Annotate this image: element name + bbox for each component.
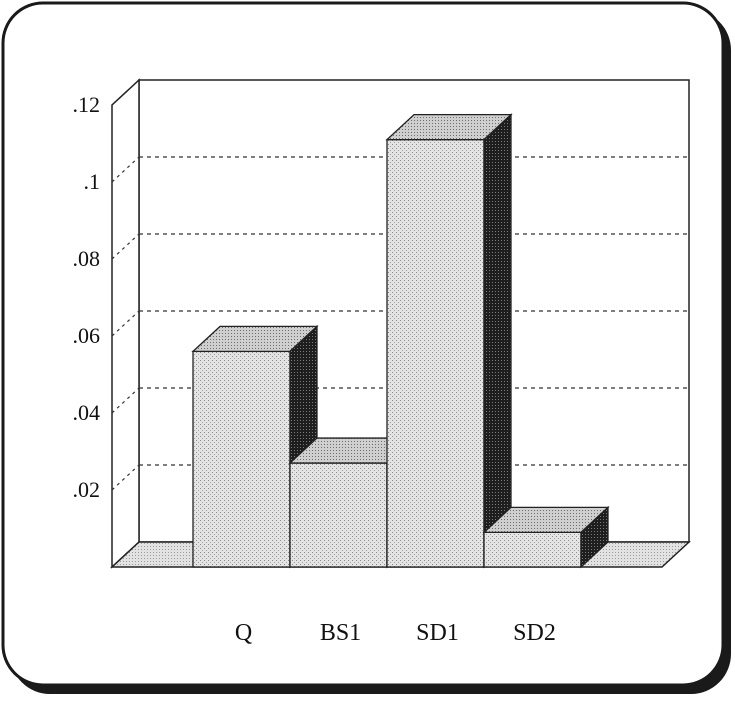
x-category-label: BS1 xyxy=(320,620,361,646)
bar-front xyxy=(289,462,388,568)
x-category-label: SD2 xyxy=(513,620,556,646)
y-tick-label: .12 xyxy=(73,92,101,117)
bar-front xyxy=(192,350,291,568)
x-axis-categories: Q BS1 SD1 SD2 xyxy=(235,620,556,646)
y-tick-label: .06 xyxy=(73,323,101,348)
bar-sd1 xyxy=(385,113,513,569)
bar-sd2 xyxy=(482,505,610,569)
y-axis-ticks: .02 .04 .06 .08 .1 .12 xyxy=(73,92,101,502)
bar-side xyxy=(580,505,609,569)
y-tick-label: .08 xyxy=(73,246,101,271)
gridline-side xyxy=(111,464,140,491)
bar-front xyxy=(386,138,485,568)
gridline-side xyxy=(111,310,140,337)
y-tick-label: .02 xyxy=(73,477,101,502)
bars xyxy=(191,113,610,569)
gridline-side xyxy=(111,387,140,414)
x-category-label: Q xyxy=(235,620,252,646)
left-wall xyxy=(111,78,140,569)
bar-front xyxy=(483,531,582,568)
x-category-label: SD1 xyxy=(416,620,459,646)
gridline-side xyxy=(111,156,140,183)
y-tick-label: .1 xyxy=(84,169,101,194)
gridline-side xyxy=(111,233,140,260)
y-tick-label: .04 xyxy=(73,400,101,425)
bar-side xyxy=(483,113,512,569)
